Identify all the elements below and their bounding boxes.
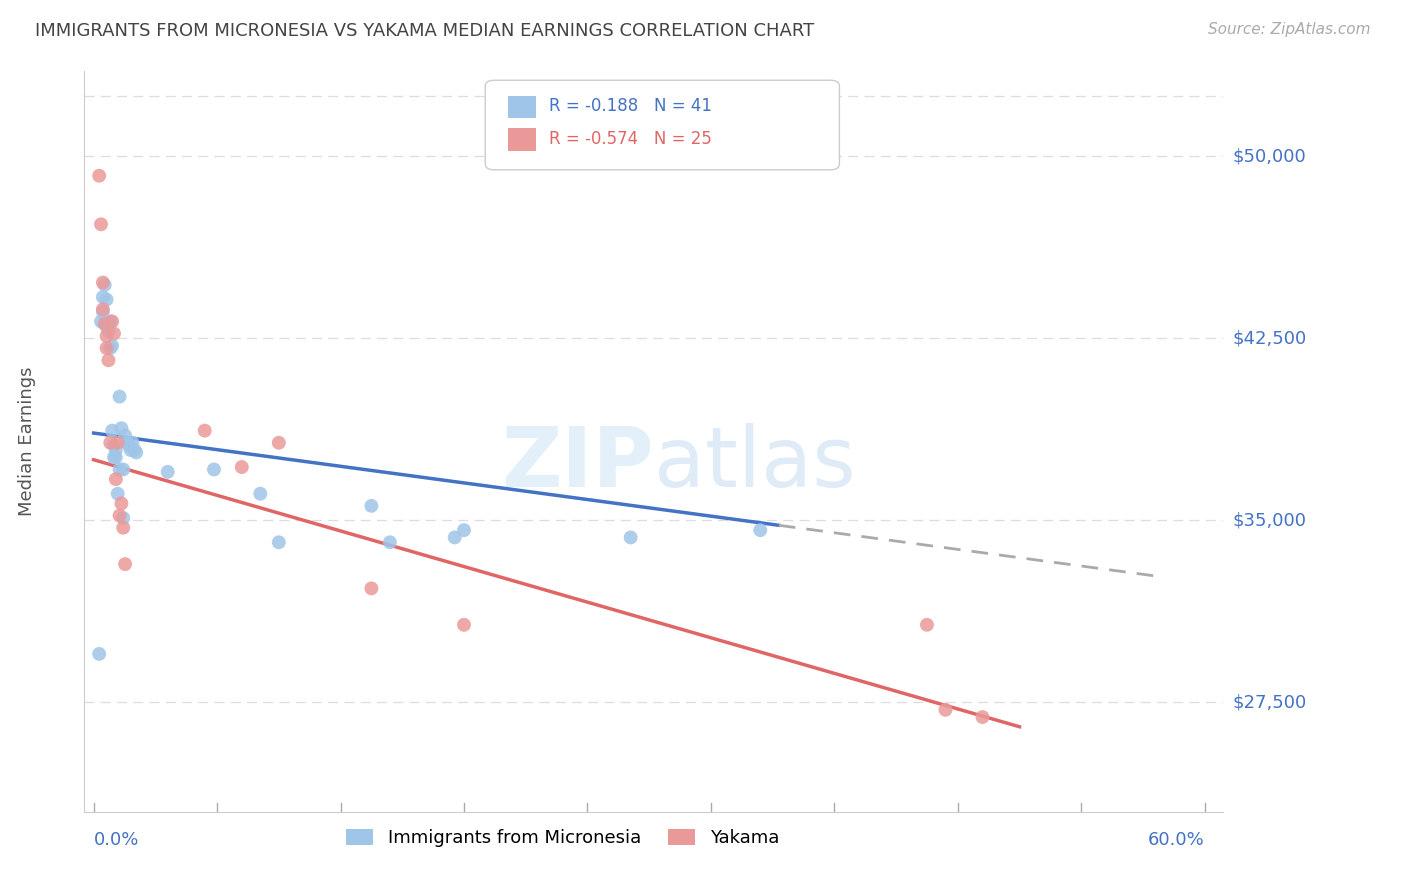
Point: [96, 329, 118, 343]
Point: [90, 314, 112, 328]
Point: [121, 435, 143, 450]
Point: [103, 326, 125, 341]
Point: [110, 496, 132, 510]
Point: [112, 511, 135, 525]
Point: [443, 530, 465, 544]
Point: [202, 462, 225, 476]
Point: [231, 460, 253, 475]
Point: [108, 390, 131, 404]
Text: IMMIGRANTS FROM MICRONESIA VS YAKAMA MEDIAN EARNINGS CORRELATION CHART: IMMIGRANTS FROM MICRONESIA VS YAKAMA MED…: [35, 22, 814, 40]
Point: [91, 276, 114, 290]
Point: [91, 290, 114, 304]
Text: $35,000: $35,000: [1233, 511, 1306, 530]
Point: [125, 445, 148, 459]
FancyBboxPatch shape: [485, 80, 839, 169]
Legend: Immigrants from Micronesia, Yakama: Immigrants from Micronesia, Yakama: [339, 822, 786, 855]
Point: [104, 443, 127, 458]
Point: [101, 424, 124, 438]
Point: [194, 424, 217, 438]
Point: [89, 169, 111, 183]
Point: [107, 435, 129, 450]
Point: [114, 557, 136, 571]
Text: Median Earnings: Median Earnings: [18, 367, 37, 516]
Point: [103, 450, 125, 465]
Point: [360, 499, 382, 513]
Point: [115, 435, 138, 450]
Point: [90, 217, 112, 231]
Point: [453, 523, 475, 537]
Text: $50,000: $50,000: [1233, 147, 1306, 165]
Text: R = -0.574   N = 25: R = -0.574 N = 25: [548, 129, 711, 148]
Point: [267, 535, 290, 549]
Point: [91, 302, 114, 317]
Point: [89, 647, 111, 661]
Point: [934, 703, 956, 717]
Point: [156, 465, 179, 479]
FancyBboxPatch shape: [508, 128, 537, 151]
Point: [93, 317, 115, 331]
Point: [118, 438, 141, 452]
FancyBboxPatch shape: [508, 95, 537, 118]
Point: [124, 443, 146, 458]
Point: [620, 530, 643, 544]
Text: Source: ZipAtlas.com: Source: ZipAtlas.com: [1208, 22, 1371, 37]
Point: [93, 317, 115, 331]
Point: [108, 508, 131, 523]
Point: [104, 472, 127, 486]
Point: [98, 314, 121, 328]
Point: [249, 487, 271, 501]
Text: R = -0.188   N = 41: R = -0.188 N = 41: [548, 97, 711, 115]
Point: [120, 443, 142, 458]
Point: [360, 582, 382, 596]
Point: [972, 710, 994, 724]
Text: atlas: atlas: [654, 423, 855, 504]
Point: [96, 319, 118, 334]
Point: [96, 293, 118, 307]
Point: [749, 523, 772, 537]
Text: $27,500: $27,500: [1233, 693, 1306, 712]
Point: [101, 314, 124, 328]
Point: [103, 438, 125, 452]
Point: [98, 341, 121, 355]
Point: [112, 521, 135, 535]
Point: [110, 421, 132, 435]
Point: [915, 617, 938, 632]
Point: [96, 341, 118, 355]
Text: 60.0%: 60.0%: [1147, 831, 1205, 849]
Point: [107, 487, 129, 501]
Point: [97, 324, 120, 338]
Point: [97, 317, 120, 331]
Point: [114, 428, 136, 442]
Point: [91, 304, 114, 318]
Text: 0.0%: 0.0%: [94, 831, 139, 849]
Point: [98, 435, 121, 450]
Point: [101, 339, 124, 353]
Point: [453, 617, 475, 632]
Point: [97, 353, 120, 368]
Text: ZIP: ZIP: [502, 423, 654, 504]
Point: [108, 462, 131, 476]
Point: [267, 435, 290, 450]
Text: $42,500: $42,500: [1233, 329, 1306, 347]
Point: [378, 535, 401, 549]
Point: [93, 277, 115, 292]
Point: [104, 450, 127, 465]
Point: [112, 462, 135, 476]
